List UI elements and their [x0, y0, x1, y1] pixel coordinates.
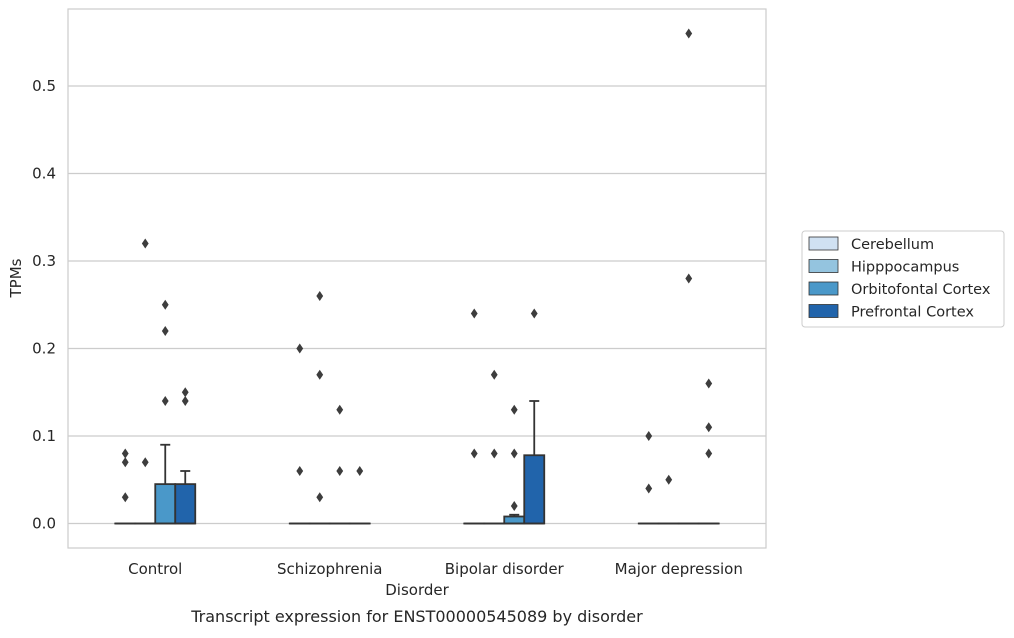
legend-label: Cerebellum — [851, 237, 934, 253]
legend-swatch — [809, 305, 838, 318]
x-tick-label: Major depression — [615, 560, 743, 578]
box-body — [155, 484, 175, 523]
legend-label: Orbitofontal Cortex — [851, 282, 991, 298]
chart-caption: Transcript expression for ENST0000054508… — [190, 607, 643, 626]
box-body — [504, 517, 524, 524]
box-body — [175, 484, 195, 523]
box-orbitofontal-cortex — [504, 515, 524, 524]
y-tick-label: 0.4 — [32, 165, 56, 183]
y-tick-label: 0.3 — [32, 252, 56, 270]
legend-swatch — [809, 282, 838, 295]
y-tick-label: 0.2 — [32, 340, 56, 358]
legend-swatch — [809, 260, 838, 273]
x-tick-label: Schizophrenia — [277, 560, 382, 578]
x-tick-label: Control — [128, 560, 182, 578]
legend-swatch — [809, 237, 838, 250]
legend-label: Prefrontal Cortex — [851, 305, 974, 321]
y-axis-label: TPMs — [7, 258, 25, 298]
legend-label: Hipppocampus — [851, 260, 959, 276]
legend: Cerebellum Hipppocampus Orbitofontal Corte… — [802, 231, 1004, 327]
y-tick-label: 0.1 — [32, 427, 56, 445]
x-axis-label: Disorder — [385, 581, 449, 599]
box-body — [524, 455, 544, 523]
y-tick-label: 0.5 — [32, 77, 56, 95]
y-tick-label: 0.0 — [32, 515, 56, 533]
x-tick-label: Bipolar disorder — [445, 560, 565, 578]
